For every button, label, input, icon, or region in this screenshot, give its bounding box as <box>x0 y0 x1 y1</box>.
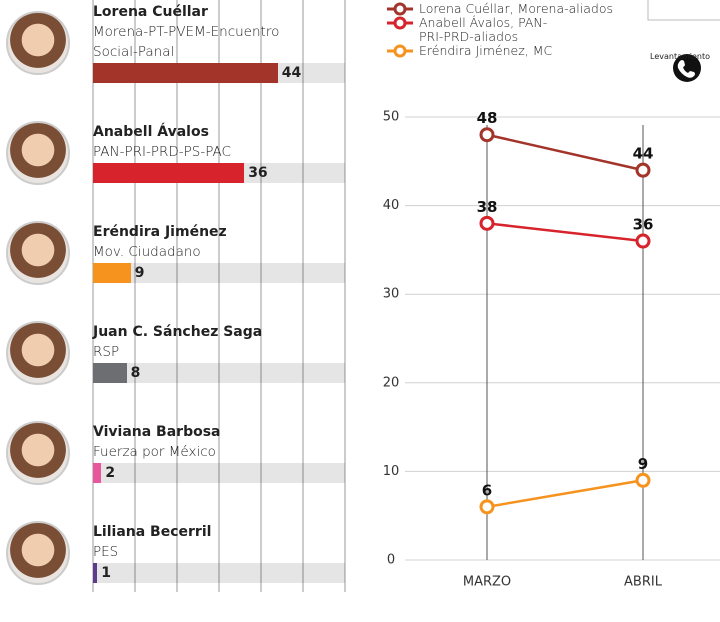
candidate-party: PES <box>93 544 119 560</box>
chart-canvas: 0 10 20 30 40 50 MARZO ABRIL 48 44 38 36 6 9 <box>92 0 720 592</box>
point <box>635 472 651 488</box>
candidate-name: Anabell Ávalos <box>93 124 209 140</box>
data-label: 6 <box>482 481 492 499</box>
point <box>479 215 495 231</box>
candidate-party: PAN-PRI-PRD-PS-PAC <box>93 144 231 160</box>
legend-label: Lorena Cuéllar, Morena-aliados <box>419 1 613 16</box>
bar <box>93 163 245 183</box>
y-tick-label: 30 <box>383 287 400 302</box>
candidate-list: Lorena Cuéllar Morena-PT-PVEM-Encuentro S… <box>6 2 353 622</box>
legend-marker <box>393 44 407 58</box>
bar-track: 36 <box>93 163 345 183</box>
bar-track: 2 <box>93 463 345 483</box>
candidate-name: Eréndira Jiménez <box>93 224 227 240</box>
bar-track: 1 <box>93 563 345 583</box>
candidate-row: Eréndira Jiménez Mov. Ciudadano 9 <box>6 220 353 285</box>
candidate-row: Liliana Becerril PES 1 <box>6 520 353 585</box>
bar-track: 44 <box>93 63 345 83</box>
legend-marker <box>393 16 407 30</box>
bar <box>93 63 278 83</box>
legend-item: Eréndira Jiménez, MC <box>385 44 554 58</box>
candidate-party: Mov. Ciudadano <box>93 244 201 260</box>
x-tick-label: MARZO <box>463 575 511 590</box>
legend-label: Anabell Ávalos, PAN-PRI-PRD-aliados <box>419 15 548 44</box>
avatar <box>6 420 70 485</box>
page: 0 10 20 30 40 50 MARZO ABRIL 48 44 38 36 6 9 Lorena C… <box>6 0 720 592</box>
x-tick-label: ABRIL <box>624 575 663 590</box>
candidate-name: Viviana Barbosa <box>93 424 221 440</box>
y-tick-label: 20 <box>383 375 400 390</box>
y-tick-label: 10 <box>383 464 400 479</box>
legend-swatch <box>387 44 413 58</box>
point <box>635 162 651 178</box>
point <box>479 127 495 143</box>
legend-swatch <box>387 16 413 30</box>
value-label: 36 <box>248 165 268 181</box>
avatar <box>6 220 70 285</box>
legend-item: Lorena Cuéllar, Morena-aliados <box>385 2 639 16</box>
value-label: 8 <box>130 365 141 381</box>
point <box>635 233 651 249</box>
legend-label: Eréndira Jiménez, MC <box>419 43 553 58</box>
data-label: 48 <box>477 109 498 127</box>
value-label: 9 <box>134 265 145 281</box>
value-label: 2 <box>105 465 116 481</box>
avatar <box>6 120 70 185</box>
candidate-row: Anabell Ávalos PAN-PRI-PRD-PS-PAC 36 <box>6 120 353 185</box>
data-label: 9 <box>638 455 648 473</box>
legend: Lorena Cuéllar, Morena-aliados Anabell Áv… <box>385 2 630 58</box>
bar <box>93 363 127 383</box>
series-line <box>486 222 644 243</box>
phone-glyph <box>677 60 695 78</box>
y-tick-label: 50 <box>383 110 400 125</box>
avatar <box>6 320 70 385</box>
candidate-row: Juan C. Sánchez Saga RSP 8 <box>6 320 353 385</box>
legend-swatch <box>387 2 413 16</box>
bar <box>93 563 98 583</box>
legend-item: Anabell Ávalos, PAN-PRI-PRD-aliados <box>385 16 554 44</box>
data-label: 38 <box>477 198 498 216</box>
avatar <box>6 10 70 75</box>
data-label: 44 <box>633 145 654 163</box>
y-tick-label: 40 <box>383 198 400 213</box>
box <box>647 0 720 21</box>
bar <box>93 463 102 483</box>
bar-track: 9 <box>93 263 345 283</box>
source-label: Levantamiento <box>650 52 711 61</box>
bar <box>93 263 131 283</box>
candidate-name: Lorena Cuéllar <box>93 4 208 20</box>
legend-marker <box>393 2 407 16</box>
candidate-party: Morena-PT-PVEM-Encuentro Social-Panal <box>93 24 280 60</box>
series-line <box>486 479 644 509</box>
candidate-row: Lorena Cuéllar Morena-PT-PVEM-Encuentro S… <box>6 2 353 83</box>
point <box>479 499 495 515</box>
series-line <box>486 133 644 172</box>
value-label: 1 <box>101 565 111 581</box>
y-tick-label: 0 <box>387 553 395 568</box>
candidate-row: Viviana Barbosa Fuerza por México 2 <box>6 420 353 485</box>
value-label: 44 <box>281 65 302 81</box>
bar-track: 8 <box>93 363 345 383</box>
candidate-party: RSP <box>93 344 120 360</box>
data-label: 36 <box>633 216 654 234</box>
candidate-name: Liliana Becerril <box>93 524 212 540</box>
avatar <box>6 520 70 585</box>
candidate-name: Juan C. Sánchez Saga <box>93 324 263 340</box>
candidate-party: Fuerza por México <box>93 444 216 460</box>
